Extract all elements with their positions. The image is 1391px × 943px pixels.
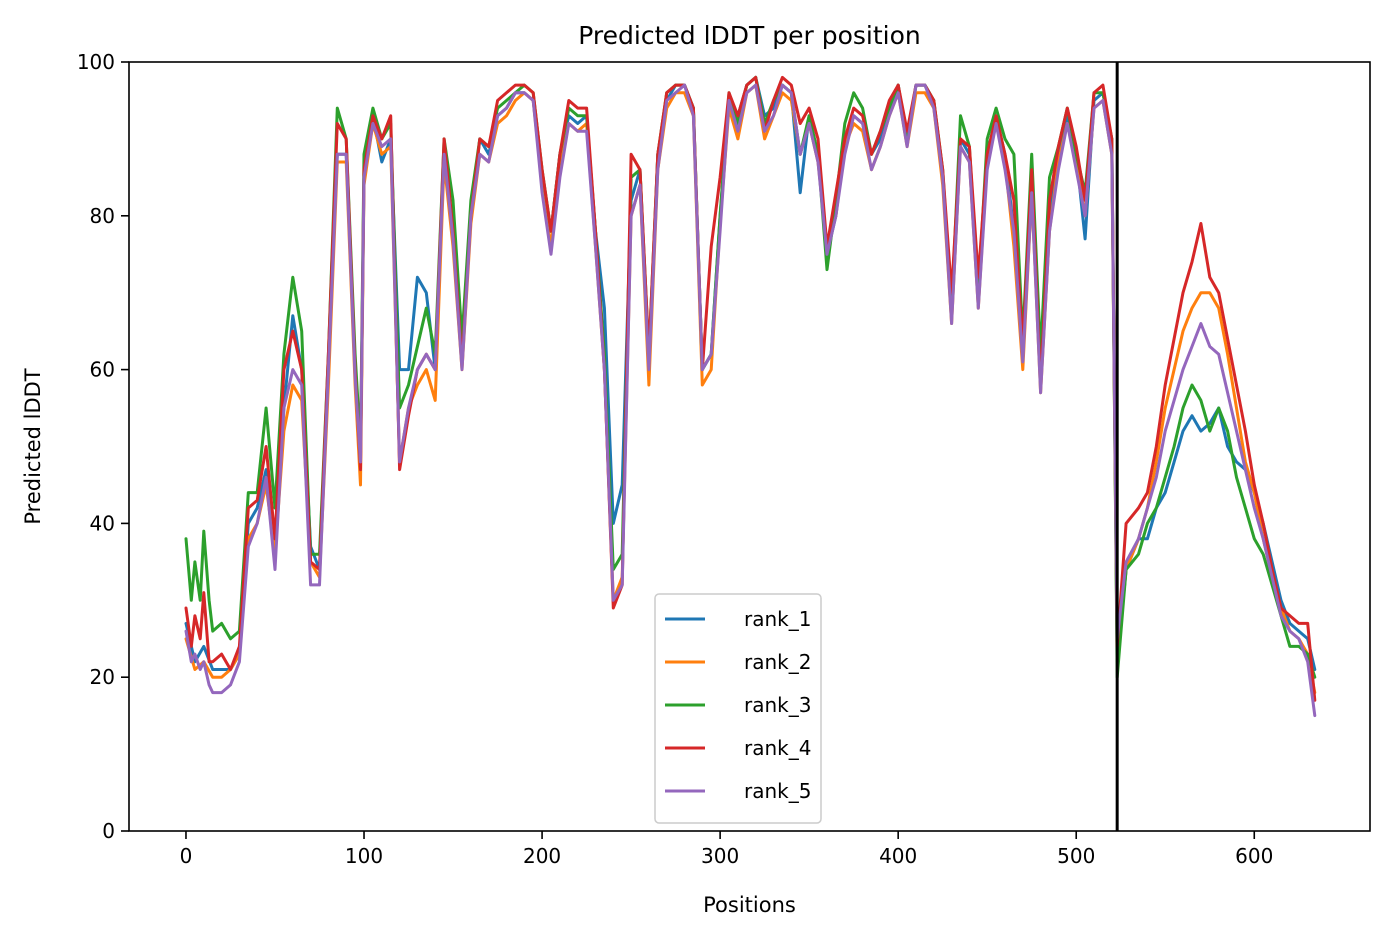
y-tick-label: 100 bbox=[77, 50, 115, 74]
y-tick-label: 60 bbox=[90, 358, 115, 382]
series-group bbox=[184, 75, 1317, 718]
chart-title: Predicted lDDT per position bbox=[578, 21, 920, 50]
legend-box bbox=[654, 593, 822, 824]
plot-area bbox=[184, 62, 1317, 831]
axes: 0 100 200 300 400 500 600 0 20 40 60 80 100 bbox=[77, 50, 1371, 868]
y-tick-label: 0 bbox=[102, 819, 115, 843]
x-tick-label: 500 bbox=[1057, 844, 1095, 868]
plot-frame bbox=[128, 61, 1371, 832]
legend-label-rank_1: rank_1 bbox=[744, 607, 811, 631]
x-tick-label: 0 bbox=[180, 844, 193, 868]
legend-label-rank_5: rank_5 bbox=[744, 779, 811, 803]
series-line-rank_5 bbox=[184, 83, 1317, 718]
x-tick-label: 100 bbox=[345, 844, 383, 868]
x-tick-label: 600 bbox=[1235, 844, 1273, 868]
x-tick-label: 300 bbox=[701, 844, 739, 868]
x-tick-label: 400 bbox=[879, 844, 917, 868]
x-tick-label: 200 bbox=[523, 844, 561, 868]
x-axis-label: Positions bbox=[703, 893, 796, 917]
legend: rank_1 rank_2 rank_3 rank_4 rank_5 bbox=[654, 593, 822, 824]
legend-label-rank_4: rank_4 bbox=[744, 736, 811, 760]
legend-label-rank_2: rank_2 bbox=[744, 650, 811, 674]
legend-label-rank_3: rank_3 bbox=[744, 693, 811, 717]
y-tick-label: 80 bbox=[90, 204, 115, 228]
y-axis-label: Predicted lDDT bbox=[21, 368, 45, 524]
y-tick-label: 20 bbox=[90, 665, 115, 689]
y-tick-label: 40 bbox=[90, 511, 115, 535]
